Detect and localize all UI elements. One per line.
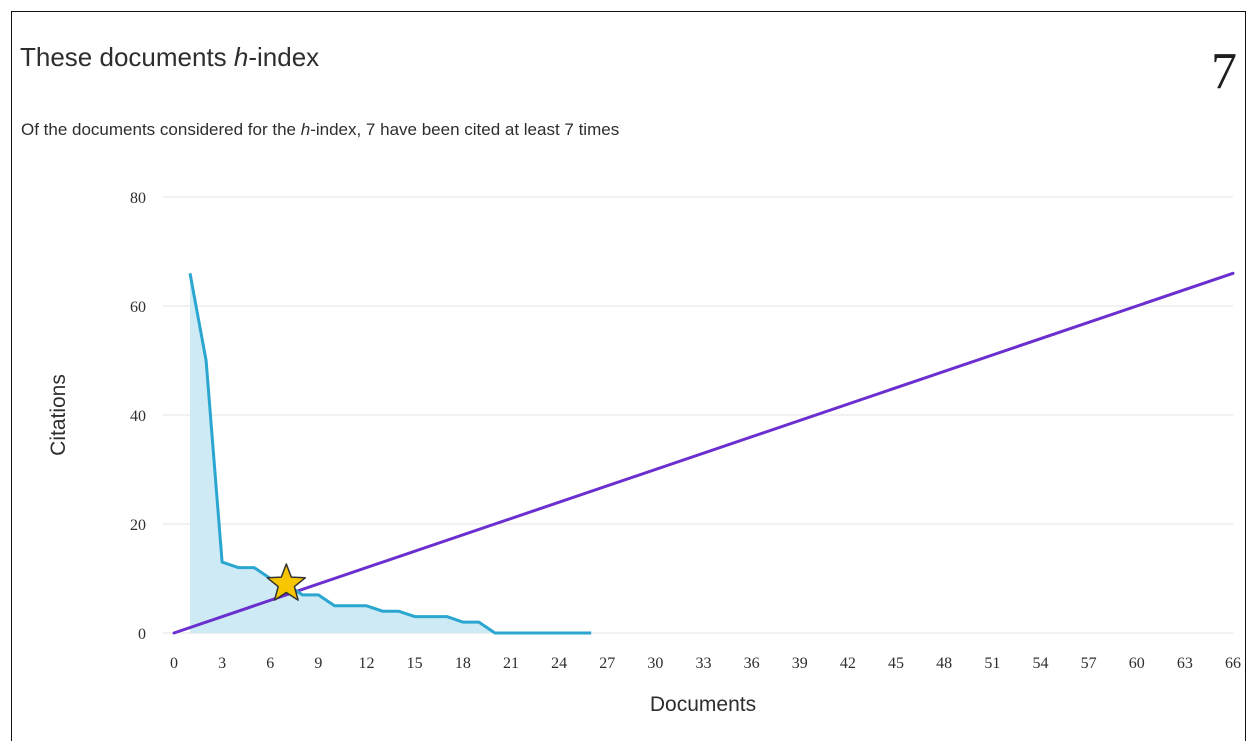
chart-title: These documents h-index	[20, 42, 319, 73]
subtitle-prefix: Of the documents considered for the	[21, 120, 301, 139]
h-index-star-icon	[266, 563, 307, 601]
x-tick-label-0: 0	[170, 655, 178, 672]
x-tick-label-48: 48	[936, 655, 952, 672]
h-index-value: 7	[1211, 43, 1237, 100]
title-suffix: -index	[248, 42, 320, 72]
x-tick-label-9: 9	[314, 655, 322, 672]
y-tick-labels: 0 20 40 60 80	[130, 190, 146, 643]
y-axis-title: Citations	[47, 374, 70, 456]
x-tick-label-33: 33	[696, 655, 712, 672]
x-tick-label-12: 12	[359, 655, 375, 672]
x-tick-label-15: 15	[407, 655, 423, 672]
y-tick-label-40: 40	[130, 408, 146, 425]
y-tick-label-20: 20	[130, 517, 146, 534]
citations-line	[188, 273, 592, 635]
y-tick-label-0: 0	[138, 626, 146, 643]
citations-line-layer	[188, 273, 592, 635]
x-tick-label-63: 63	[1177, 655, 1193, 672]
h-index-line-layer	[172, 271, 1235, 635]
x-tick-label-6: 6	[266, 655, 274, 672]
citations-area-fill	[190, 273, 592, 633]
citations-area	[190, 273, 592, 633]
x-tick-label-3: 3	[218, 655, 226, 672]
h-index-reference-line	[172, 271, 1235, 635]
x-axis-title: Documents	[650, 693, 756, 716]
grid-lines	[163, 196, 1233, 634]
y-tick-label-80: 80	[130, 190, 146, 207]
x-tick-labels: 0 3 6 9 12 15 18 21 24 27 30 33 36 39 42 45 48 51 54 57 60 63…	[170, 655, 1241, 672]
chart-subtitle: Of the documents considered for the h-in…	[21, 120, 619, 140]
x-tick-label-42: 42	[840, 655, 856, 672]
x-tick-label-45: 45	[888, 655, 904, 672]
subtitle-suffix: -index, 7 have been cited at least 7 tim…	[310, 120, 620, 139]
x-tick-label-60: 60	[1129, 655, 1145, 672]
title-prefix: These documents	[20, 42, 234, 72]
x-tick-label-30: 30	[647, 655, 663, 672]
subtitle-h-italic: h	[300, 120, 311, 139]
x-tick-label-57: 57	[1081, 655, 1097, 672]
h-index-marker	[266, 563, 307, 601]
x-tick-label-51: 51	[984, 655, 1000, 672]
x-tick-label-39: 39	[792, 655, 808, 672]
x-tick-label-18: 18	[455, 655, 471, 672]
x-tick-label-54: 54	[1032, 655, 1048, 672]
title-h-italic: h	[233, 42, 249, 72]
x-tick-label-24: 24	[551, 655, 567, 672]
x-tick-label-36: 36	[744, 655, 760, 672]
y-tick-label-60: 60	[130, 299, 146, 316]
x-tick-label-27: 27	[599, 655, 615, 672]
x-tick-label-66: 66	[1225, 655, 1241, 672]
x-tick-label-21: 21	[503, 655, 519, 672]
